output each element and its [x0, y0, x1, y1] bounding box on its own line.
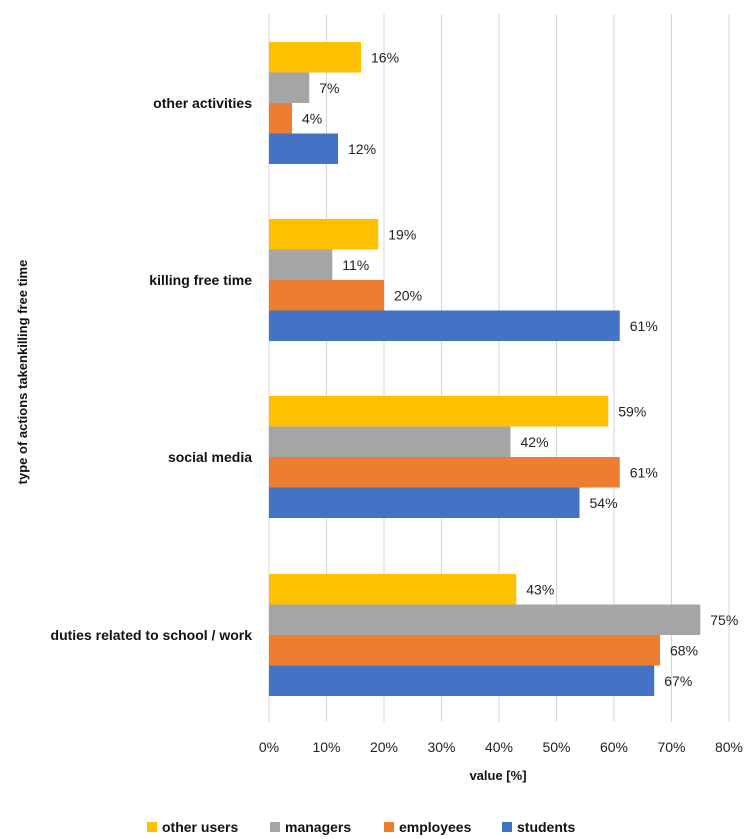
category-label: other activities	[153, 95, 252, 111]
legend-entry: managers	[285, 819, 351, 835]
x-tick-label: 60%	[600, 739, 628, 755]
data-label: 16%	[371, 49, 399, 65]
data-label: 11%	[342, 257, 369, 273]
category-label: social media	[168, 449, 252, 465]
category-labels: other activities killing free time social …	[51, 95, 253, 643]
bar	[269, 249, 333, 280]
bar	[269, 72, 310, 103]
bar	[269, 280, 384, 311]
bar	[269, 219, 379, 250]
bar	[269, 665, 655, 696]
x-tick-label: 50%	[542, 739, 570, 755]
y-axis-title: type of actions takenkilling free time	[15, 260, 30, 485]
data-label: 67%	[664, 673, 692, 689]
bar	[269, 487, 580, 518]
category-label: duties related to school / work	[51, 627, 253, 643]
data-label: 4%	[302, 110, 322, 126]
x-tick-labels: 0% 10% 20% 30% 40% 50% 60% 70% 80%	[259, 739, 743, 755]
x-tick-label: 70%	[657, 739, 685, 755]
bar	[269, 457, 620, 488]
category-label: killing free time	[149, 272, 252, 288]
data-label: 12%	[348, 141, 376, 157]
legend: other users managers employees students	[147, 819, 576, 835]
data-label: 54%	[590, 495, 618, 511]
bar	[269, 42, 361, 73]
x-tick-label: 30%	[427, 739, 455, 755]
data-label: 19%	[388, 226, 416, 242]
x-tick-label: 20%	[370, 739, 398, 755]
data-labels: 16% 7% 4% 12% 19% 11% 20% 61% 59% 42% 61% 54% 43% 75%…	[302, 49, 738, 689]
data-label: 61%	[630, 318, 658, 334]
bar	[269, 574, 517, 605]
bar	[269, 133, 338, 164]
gridlines	[268, 14, 730, 722]
data-label: 7%	[319, 80, 339, 96]
bar	[269, 103, 292, 134]
legend-entry: students	[517, 819, 576, 835]
legend-entry: employees	[399, 819, 472, 835]
x-tick-label: 10%	[312, 739, 340, 755]
x-tick-label: 0%	[259, 739, 279, 755]
bar	[269, 635, 660, 666]
bar	[269, 396, 609, 427]
x-tick-label: 80%	[715, 739, 743, 755]
legend-swatch	[270, 822, 280, 832]
legend-swatch	[502, 822, 512, 832]
data-label: 61%	[630, 464, 658, 480]
bar	[269, 426, 511, 457]
data-label: 42%	[521, 434, 549, 450]
data-label: 59%	[618, 403, 646, 419]
x-axis-title: value [%]	[469, 768, 526, 783]
legend-swatch	[147, 822, 157, 832]
data-label: 20%	[394, 287, 422, 303]
data-label: 43%	[526, 581, 554, 597]
data-label: 68%	[670, 642, 698, 658]
x-tick-label: 40%	[485, 739, 513, 755]
bar	[269, 310, 620, 341]
legend-entry: other users	[162, 819, 238, 835]
bar	[269, 604, 701, 635]
data-label: 75%	[710, 612, 738, 628]
legend-swatch	[384, 822, 394, 832]
bars	[269, 42, 701, 696]
